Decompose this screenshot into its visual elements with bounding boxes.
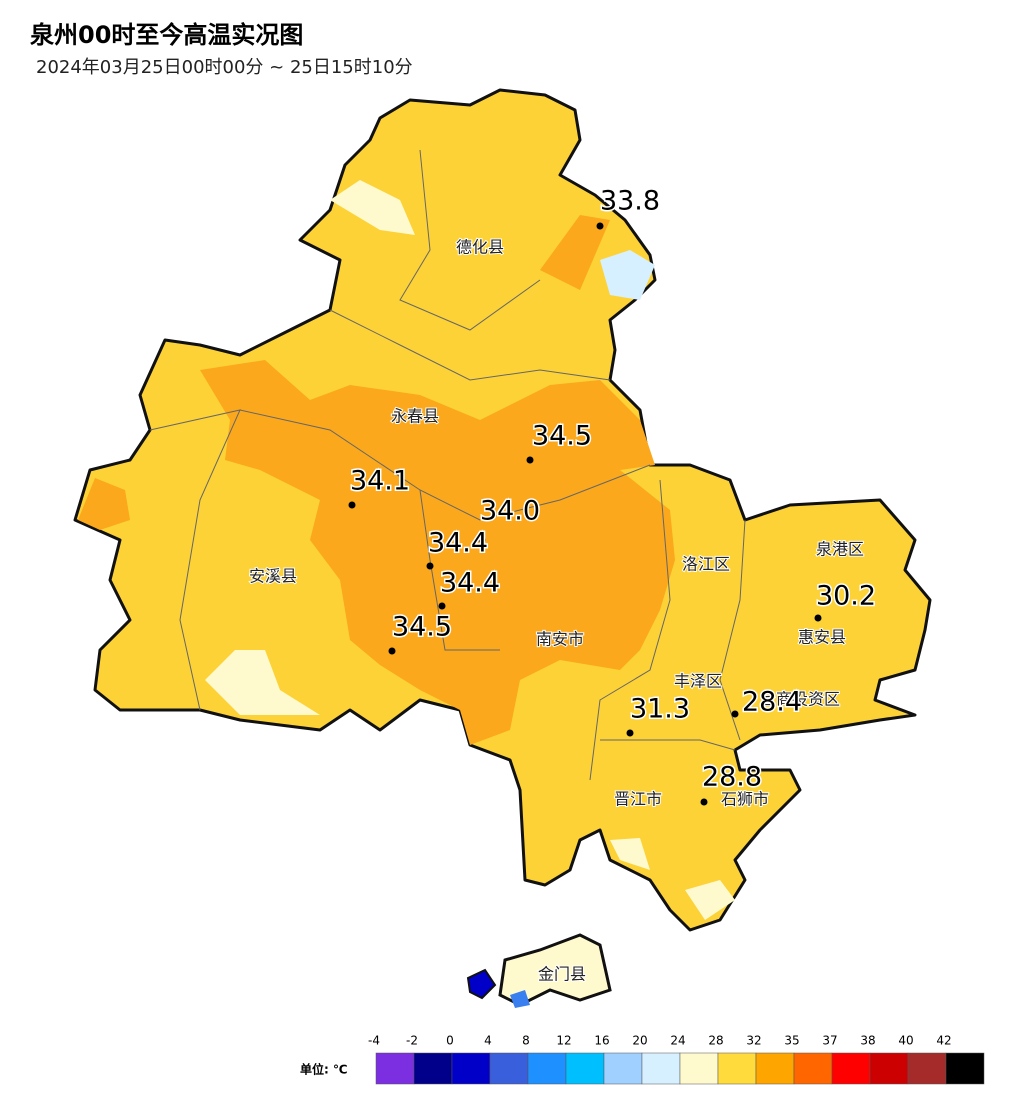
legend-swatch: [489, 1052, 529, 1085]
legend-swatch: [375, 1052, 415, 1085]
reading-label: 30.2: [816, 581, 876, 612]
land: [73, 88, 932, 932]
legend-tick: -2: [406, 1034, 418, 1048]
district-label: 南安市: [536, 630, 584, 649]
legend-tick: 8: [522, 1034, 530, 1048]
readings: 33.834.534.134.034.434.434.530.231.3 28.4…: [348, 184, 878, 806]
district-label: 德化县: [456, 238, 504, 257]
legend-swatch: [945, 1052, 985, 1085]
legend-tick: 42: [936, 1034, 951, 1048]
reading-label: 28.4: [742, 687, 802, 718]
legend-swatch: [831, 1052, 871, 1085]
legend-swatch: [793, 1052, 833, 1085]
reading-label: 34.4: [428, 528, 488, 559]
legend-tick: 4: [484, 1034, 492, 1048]
legend-swatch: [717, 1052, 757, 1085]
legend-tick: 40: [898, 1034, 913, 1048]
legend-tick: 35: [784, 1034, 799, 1048]
legend-tick: 12: [556, 1034, 571, 1048]
station-dot: [731, 710, 739, 718]
reading-label: 34.5: [532, 421, 592, 452]
legend-swatch: [907, 1052, 947, 1085]
station-dot: [478, 536, 486, 544]
station-dot: [700, 798, 708, 806]
reading-label: 34.0: [480, 496, 540, 527]
legend-swatch: [641, 1052, 681, 1085]
title: 泉州00时至今高温实况图: [30, 21, 303, 49]
station-dot: [626, 729, 634, 737]
station-dot: [438, 602, 446, 610]
station-dot: [426, 562, 434, 570]
legend-tick: 32: [746, 1034, 761, 1048]
legend-swatch: [527, 1052, 567, 1085]
district-label: 石狮市: [721, 790, 769, 809]
legend-tick: -4: [368, 1034, 380, 1048]
station-dot: [388, 647, 396, 655]
district-label: 洛江区: [682, 555, 730, 574]
station-dot: [814, 614, 822, 622]
reading-label: 31.3: [630, 694, 690, 725]
district-label: 惠安县: [798, 628, 846, 647]
legend-tick: 38: [860, 1034, 875, 1048]
district-label: 台商投资区: [760, 690, 840, 709]
district-label: 安溪县: [249, 567, 297, 586]
reading-label: 34.5: [392, 612, 452, 643]
legend-tick: 28: [708, 1034, 723, 1048]
district-label: 永春县: [391, 407, 439, 426]
legend-swatch: [755, 1052, 795, 1085]
kinmen: [466, 933, 612, 1008]
legend-swatch: [565, 1052, 605, 1085]
subtitle: 2024年03月25日00时00分 ~ 25日15时10分: [36, 57, 413, 78]
legend-unit: 单位: ℃: [300, 1062, 348, 1077]
legend-tick: 20: [632, 1034, 647, 1048]
legend-tick: 0: [446, 1034, 454, 1048]
reading-label: 28.8: [702, 762, 762, 793]
legend-swatch: [679, 1052, 719, 1085]
legend-swatch: [869, 1052, 909, 1085]
district-label: 泉港区: [816, 540, 864, 559]
legend-tick: 24: [670, 1034, 685, 1048]
district-label: 金门县: [538, 965, 586, 984]
legend-tick: 37: [822, 1034, 837, 1048]
legend: 单位: ℃ -4 -2 0 4 8 12 16 20 24 28 32 35 37 38 40 42: [300, 1034, 985, 1085]
station-dot: [526, 456, 534, 464]
district-label: 晋江市: [614, 790, 662, 809]
reading-label: 34.4: [440, 568, 500, 599]
station-dot: [348, 501, 356, 509]
legend-swatch: [603, 1052, 643, 1085]
legend-tick: 16: [594, 1034, 609, 1048]
district-label: 丰泽区: [674, 672, 722, 691]
legend-swatch: [451, 1052, 491, 1085]
reading-label: 33.8: [600, 186, 660, 217]
station-dot: [596, 222, 604, 230]
legend-swatch: [413, 1052, 453, 1085]
reading-label: 34.1: [350, 466, 410, 497]
